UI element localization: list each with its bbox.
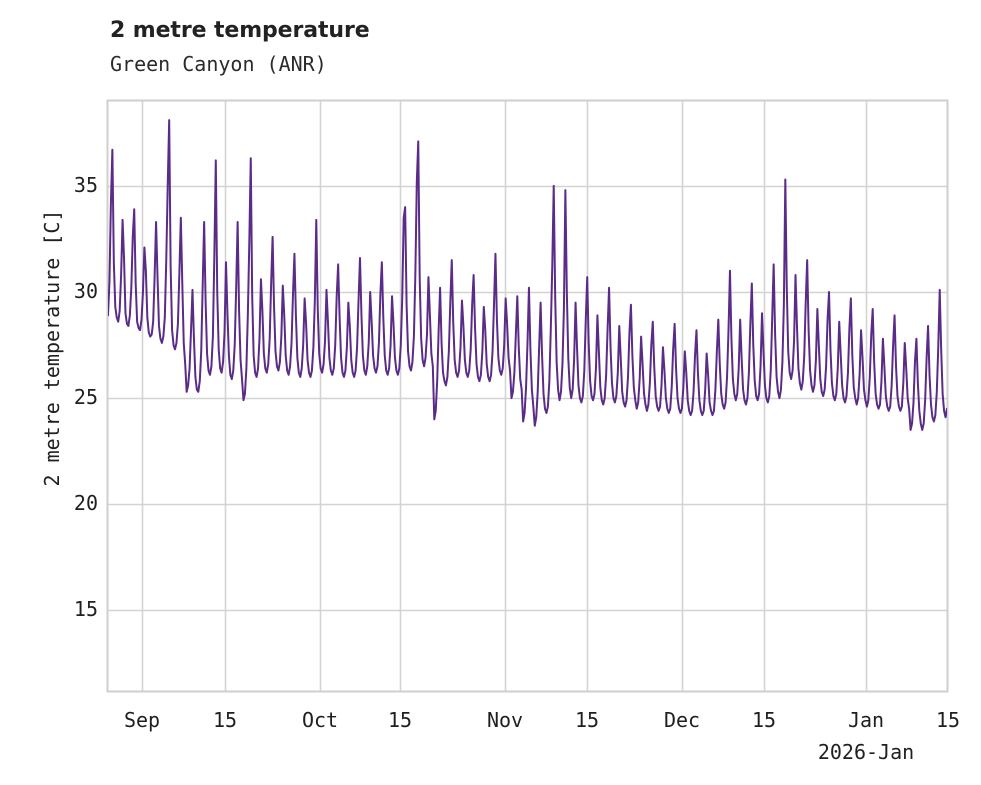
x-tick-label: 15 — [751, 708, 777, 732]
y-tick-label: 15 — [73, 597, 98, 622]
y-tick-label: 30 — [73, 279, 98, 303]
y-tick-label: 20 — [73, 491, 98, 516]
y-tick-label: 25 — [73, 385, 98, 410]
x-tick-label: Oct — [301, 708, 339, 732]
temperature-series-line — [108, 119, 947, 431]
x-tick-label: 15 — [212, 708, 238, 732]
chart-subtitle: Green Canyon (ANR) — [110, 52, 327, 76]
x-tick-label: 15 — [387, 708, 413, 732]
x-axis-sublabel: 2026-Jan — [817, 740, 915, 764]
x-tick-label: 15 — [574, 708, 600, 732]
x-tick-label: Sep — [123, 708, 161, 732]
page-title: 2 metre temperature — [110, 18, 370, 43]
x-tick-label: Jan — [847, 708, 885, 732]
x-tick-label: 15 — [935, 708, 961, 732]
x-tick-label: Nov — [486, 708, 524, 732]
x-tick-label: Dec — [663, 708, 701, 732]
gridlines — [108, 101, 947, 691]
y-tick-label: 35 — [73, 172, 98, 197]
plot-frame — [106, 99, 949, 693]
y-tick-labels: 15 20 25 30 35 — [54, 0, 98, 785]
